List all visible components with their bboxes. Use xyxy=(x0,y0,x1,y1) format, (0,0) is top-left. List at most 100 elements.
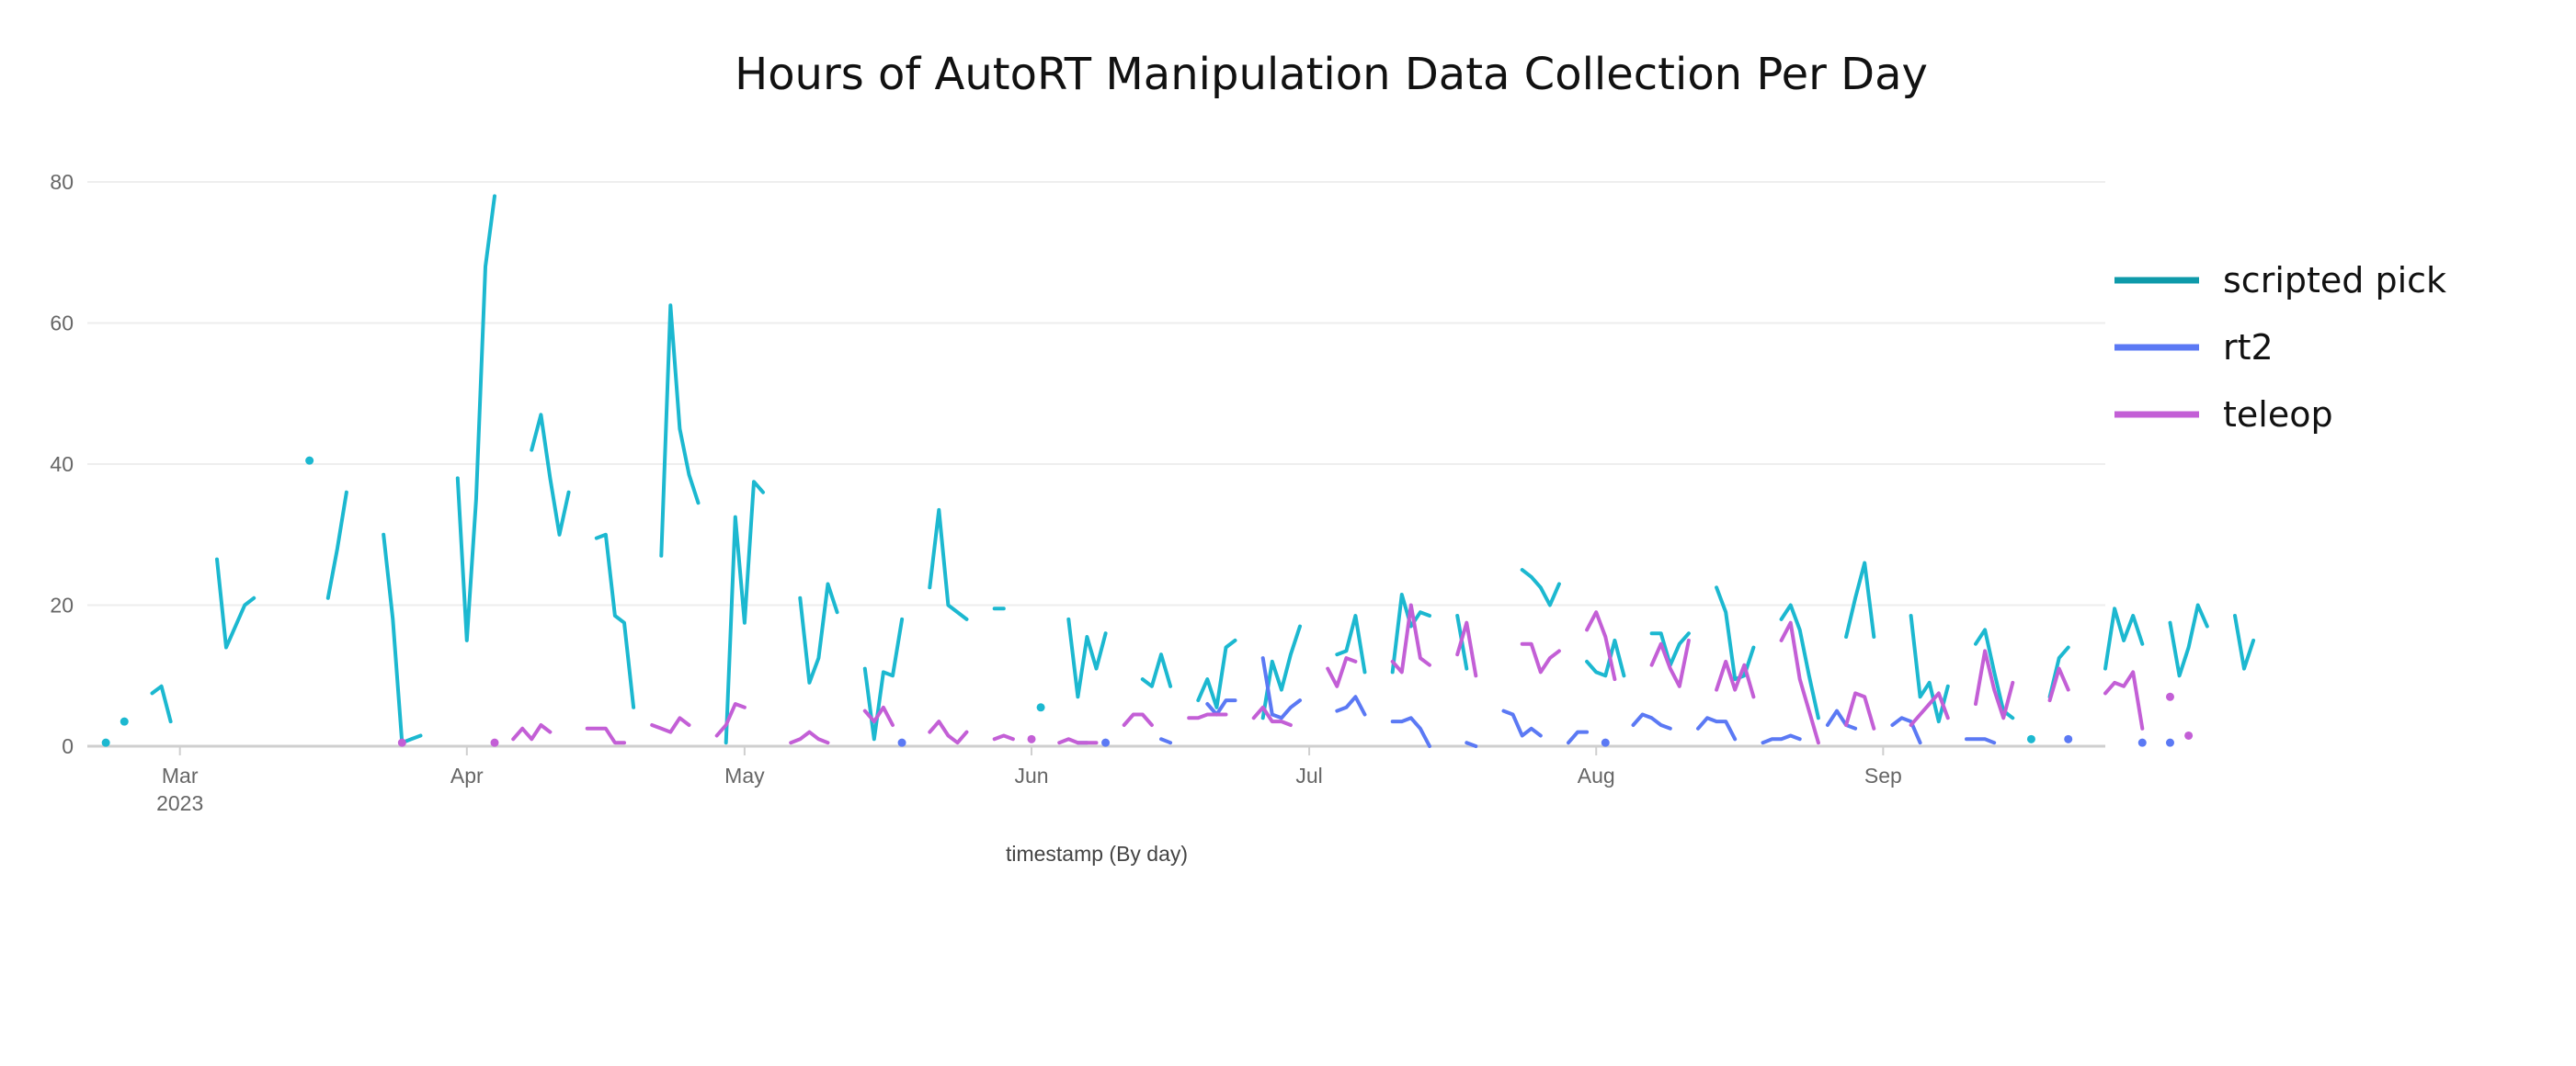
series-line-segment xyxy=(1631,712,1672,731)
series-line-segment xyxy=(1326,656,1358,688)
data-point xyxy=(2026,734,2035,743)
x-tick-label: Aug xyxy=(1578,764,1615,788)
chart-title: Hours of AutoRT Manipulation Data Collec… xyxy=(735,49,1928,100)
y-tick-label: 60 xyxy=(50,312,74,335)
y-axis-ticks: 0 20 40 60 80 xyxy=(50,170,74,758)
series-line-segment xyxy=(1335,695,1367,717)
x-axis-label: timestamp (By day) xyxy=(1006,842,1188,866)
y-tick-label: 80 xyxy=(50,170,74,194)
series-line-segment xyxy=(1260,624,1302,720)
series-line-segment xyxy=(150,684,173,724)
series-line-segment xyxy=(530,413,571,537)
series-line-segment xyxy=(1122,712,1154,727)
series-line-segment xyxy=(1585,638,1626,678)
series-line-segment xyxy=(789,730,830,745)
data-point xyxy=(2137,738,2147,747)
series-line-segment xyxy=(1260,656,1302,720)
data-point xyxy=(101,738,110,747)
legend-item: rt2 xyxy=(2114,327,2274,368)
legend-item: scripted pick xyxy=(2114,260,2446,301)
data-point xyxy=(2165,738,2174,747)
data-point xyxy=(897,738,906,747)
data-point xyxy=(305,456,314,465)
series-line-segment xyxy=(1974,649,2015,720)
series-line-segment xyxy=(1779,620,1820,745)
series-line-segment xyxy=(862,617,905,742)
series-line-segment xyxy=(325,490,348,600)
series-line-segment xyxy=(1390,716,1431,748)
data-point xyxy=(490,738,499,747)
series-line-segment xyxy=(659,303,701,558)
series-line-segment xyxy=(1335,614,1367,675)
series-line-segment xyxy=(1520,641,1561,675)
series-line-segment xyxy=(2103,607,2145,671)
series-line-segment xyxy=(1520,568,1561,607)
series-teleop xyxy=(397,603,2194,747)
series-line-segment xyxy=(1696,716,1738,742)
data-point xyxy=(1101,738,1111,747)
data-point xyxy=(397,738,406,747)
series-line-segment xyxy=(1205,698,1237,717)
series-line-segment xyxy=(1066,617,1108,699)
series-line-segment xyxy=(992,733,1015,742)
series-line-segment xyxy=(1196,638,1237,709)
legend-label: scripted pick xyxy=(2223,260,2446,301)
series-line-segment xyxy=(1909,691,1950,727)
x-tick-label: Apr xyxy=(450,764,484,788)
x-axis-ticks: Mar 2023 Apr May Jun Jul Aug Sep xyxy=(156,746,1902,815)
series-line-segment xyxy=(1159,737,1173,745)
series-line-segment xyxy=(1585,610,1617,682)
y-tick-label: 0 xyxy=(62,734,74,758)
series-line-segment xyxy=(1501,709,1543,738)
data-point xyxy=(1036,703,1045,712)
series-line-segment xyxy=(594,532,636,709)
series-line-segment xyxy=(1567,730,1590,745)
series-line-segment xyxy=(1649,638,1691,688)
data-point xyxy=(2165,692,2174,701)
series-line-segment xyxy=(1390,603,1431,675)
series-line-segment xyxy=(1057,737,1099,745)
x-tick-sublabel: 2023 xyxy=(156,791,203,815)
series-line-segment xyxy=(511,723,553,742)
series-line-segment xyxy=(585,726,626,745)
series-line-segment xyxy=(455,194,496,642)
series-line-segment xyxy=(2047,666,2070,703)
legend-item: teleop xyxy=(2114,394,2333,435)
series-line-segment xyxy=(1890,716,1922,745)
series-line-segment xyxy=(2168,603,2209,678)
series-line-segment xyxy=(1825,709,1858,731)
series-line-segment xyxy=(1761,733,1802,745)
series-line-segment xyxy=(1251,705,1293,727)
series-line-segment xyxy=(215,557,256,650)
y-tick-label: 40 xyxy=(50,452,74,476)
series-line-segment xyxy=(724,480,765,745)
data-point xyxy=(2184,731,2194,740)
series-line-segment xyxy=(1140,652,1173,688)
data-point xyxy=(2064,734,2073,743)
series-line-segment xyxy=(1715,585,1756,682)
series-line-segment xyxy=(1465,741,1478,748)
series-line-segment xyxy=(1187,712,1228,720)
y-tick-label: 20 xyxy=(50,594,74,618)
series-line-segment xyxy=(1390,593,1431,675)
legend-label: rt2 xyxy=(2223,327,2274,368)
series-line-segment xyxy=(650,716,691,734)
x-tick-label: Mar xyxy=(162,764,199,788)
series-line-segment xyxy=(1909,614,1950,724)
series-scripted-pick xyxy=(101,194,2256,747)
legend-label: teleop xyxy=(2223,394,2333,435)
series-line-segment xyxy=(798,582,839,685)
data-point xyxy=(1601,738,1610,747)
series-layer xyxy=(101,194,2256,748)
series-line-segment xyxy=(1844,561,1876,639)
series-line-segment xyxy=(928,720,969,745)
x-tick-label: May xyxy=(724,764,765,788)
series-line-segment xyxy=(1965,737,1997,745)
legend: scripted pick rt2 teleop xyxy=(2114,260,2446,435)
series-line-segment xyxy=(1455,620,1478,678)
x-tick-label: Sep xyxy=(1864,764,1902,788)
series-line-segment xyxy=(928,507,969,621)
x-tick-label: Jul xyxy=(1295,764,1322,788)
x-tick-label: Jun xyxy=(1014,764,1048,788)
